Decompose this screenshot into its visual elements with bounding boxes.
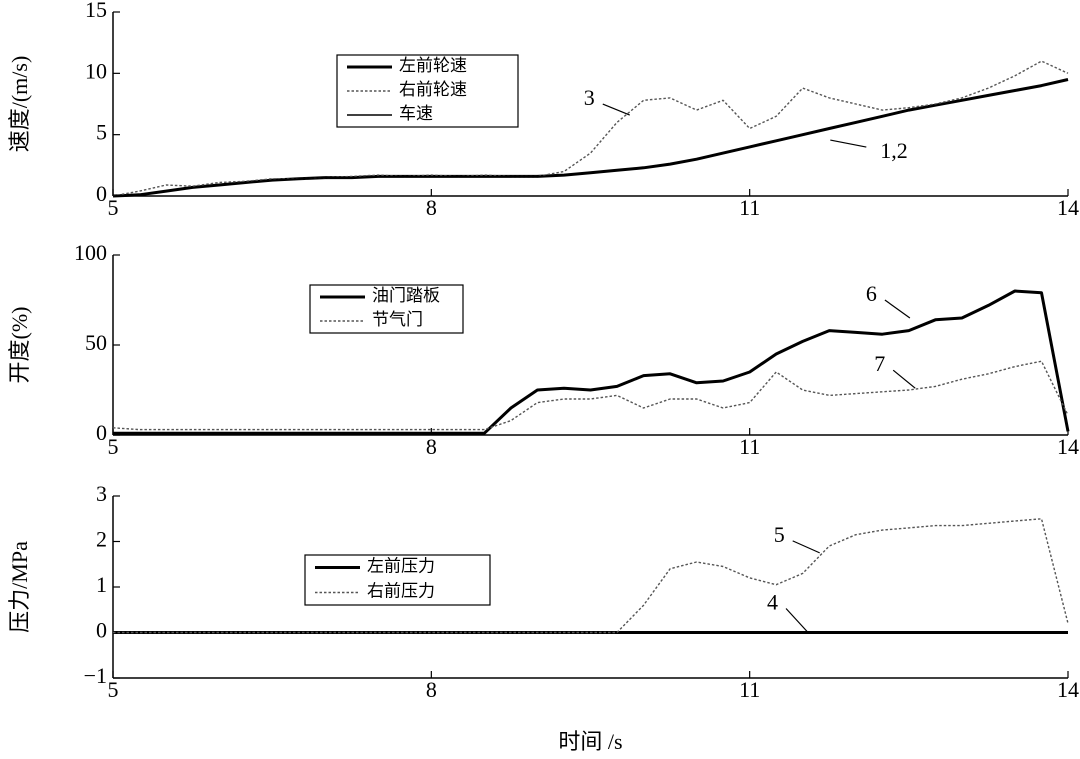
legend-label: 油门踏板: [372, 286, 440, 305]
x-tick-label: 11: [739, 677, 760, 702]
legend-label: 右前轮速: [399, 80, 467, 99]
x-tick-label: 14: [1057, 677, 1079, 702]
legend-label: 左前压力: [367, 556, 435, 575]
annotation: 1,2: [880, 138, 908, 163]
y-axis-label: 速度/(m/s): [7, 56, 32, 153]
y-tick-label: 10: [85, 58, 107, 83]
y-tick-label: 1: [96, 572, 107, 597]
series-line: [112, 60, 1069, 197]
series-line: [113, 289, 1070, 435]
x-tick-label: 8: [426, 677, 437, 702]
legend-label: 车速: [399, 104, 433, 123]
annotation-leader: [830, 139, 867, 148]
x-tick-label: 5: [108, 677, 119, 702]
series-line: [113, 518, 1069, 634]
y-tick-label: 100: [74, 240, 107, 265]
x-axis-label: 时间 /s: [558, 729, 622, 754]
annotation-leader: [792, 540, 820, 554]
annotation: 7: [874, 351, 885, 376]
series-line: [112, 78, 1069, 197]
y-tick-label: 0: [96, 420, 107, 445]
x-tick-label: 5: [108, 195, 119, 220]
legend-label: 左前轮速: [399, 56, 467, 75]
x-tick-label: 11: [739, 195, 760, 220]
annotation-leader: [785, 608, 809, 633]
y-tick-label: 15: [85, 0, 107, 22]
y-axis-label: 开度(%): [7, 307, 32, 384]
y-tick-label: −1: [84, 663, 107, 688]
annotation-leader: [602, 103, 630, 116]
annotation: 3: [584, 85, 595, 110]
x-tick-label: 8: [426, 434, 437, 459]
annotation-leader: [892, 369, 916, 389]
y-tick-label: 0: [96, 181, 107, 206]
y-tick-label: 2: [96, 527, 107, 552]
legend-label: 节气门: [372, 310, 423, 329]
x-tick-label: 14: [1057, 434, 1079, 459]
legend-box: [309, 284, 464, 334]
x-tick-label: 11: [739, 434, 760, 459]
legend-box: [304, 554, 491, 606]
x-tick-label: 14: [1057, 195, 1079, 220]
annotation: 5: [774, 522, 785, 547]
legend-label: 右前压力: [367, 581, 435, 600]
annotation: 6: [866, 281, 877, 306]
y-axis-label: 压力/MPa: [7, 541, 32, 633]
x-tick-label: 5: [108, 434, 119, 459]
annotation: 4: [767, 590, 778, 615]
y-tick-label: 0: [96, 618, 107, 643]
series-line: [112, 360, 1069, 431]
annotation-leader: [884, 299, 911, 319]
x-tick-label: 8: [426, 195, 437, 220]
y-tick-label: 5: [96, 120, 107, 145]
y-tick-label: 3: [96, 481, 107, 506]
y-tick-label: 50: [85, 330, 107, 355]
